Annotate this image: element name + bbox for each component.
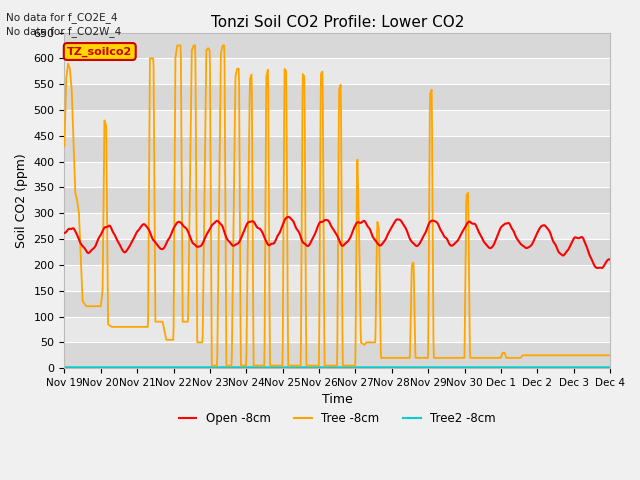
Bar [65,7,610,33]
Bar [65,162,610,188]
Bar [65,213,610,239]
Bar [65,188,610,213]
Bar [65,84,610,110]
Bar [65,265,610,291]
Y-axis label: Soil CO2 (ppm): Soil CO2 (ppm) [15,153,28,248]
Bar [65,291,610,316]
Text: No data for f_CO2W_4: No data for f_CO2W_4 [6,26,122,37]
Title: Tonzi Soil CO2 Profile: Lower CO2: Tonzi Soil CO2 Profile: Lower CO2 [211,15,464,30]
Bar [65,33,610,59]
Bar [65,136,610,162]
Text: No data for f_CO2E_4: No data for f_CO2E_4 [6,12,118,23]
Legend: Open -8cm, Tree -8cm, Tree2 -8cm: Open -8cm, Tree -8cm, Tree2 -8cm [174,407,500,430]
Bar [65,342,610,368]
Bar [65,316,610,342]
X-axis label: Time: Time [322,394,353,407]
Bar [65,239,610,265]
Text: TZ_soilco2: TZ_soilco2 [67,47,132,57]
Bar [65,59,610,84]
Bar [65,110,610,136]
